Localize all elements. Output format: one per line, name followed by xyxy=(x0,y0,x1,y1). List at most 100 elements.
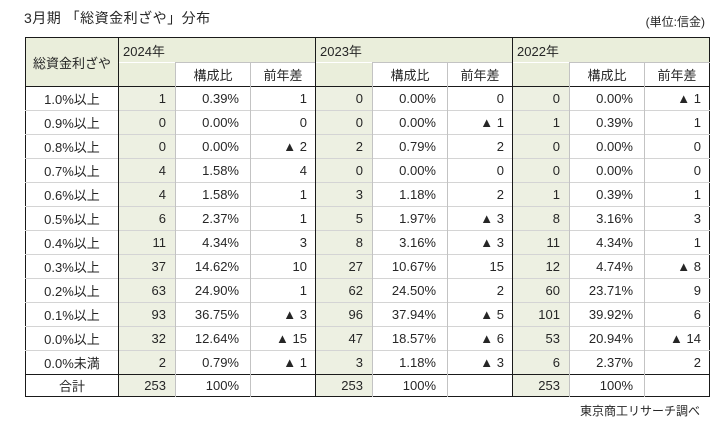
row-label: 0.1%以上 xyxy=(25,302,119,327)
ratio-value: 100% xyxy=(569,374,645,397)
ratio-value: 0.00% xyxy=(372,110,448,135)
yoy-diff-value: 15 xyxy=(447,254,513,279)
count-value: 0 xyxy=(118,134,176,159)
sub-header-ratio-2022: 構成比 xyxy=(569,62,645,87)
corner-header: 総資金利ざや xyxy=(25,37,119,87)
row-label: 0.3%以上 xyxy=(25,254,119,279)
yoy-diff-value: ▲ 1 xyxy=(447,110,513,135)
count-value: 11 xyxy=(118,230,176,255)
sub-header-count-2022 xyxy=(512,62,570,87)
count-value: 37 xyxy=(118,254,176,279)
ratio-value: 24.50% xyxy=(372,278,448,303)
ratio-value: 0.79% xyxy=(372,134,448,159)
yoy-diff-value: 1 xyxy=(250,86,316,111)
count-value: 6 xyxy=(118,206,176,231)
ratio-value: 100% xyxy=(372,374,448,397)
yoy-diff-value: ▲ 5 xyxy=(447,302,513,327)
table-row: 0.1%以上 93 36.75% ▲ 3 96 37.94% ▲ 5 101 39.92% 6 xyxy=(25,302,710,327)
ratio-value: 10.67% xyxy=(372,254,448,279)
ratio-value: 0.39% xyxy=(569,110,645,135)
yoy-diff-value: 10 xyxy=(250,254,316,279)
count-value: 1 xyxy=(512,110,570,135)
count-value: 11 xyxy=(512,230,570,255)
row-label: 0.6%以上 xyxy=(25,182,119,207)
yoy-diff-value xyxy=(644,374,710,397)
ratio-value: 39.92% xyxy=(569,302,645,327)
row-label: 0.5%以上 xyxy=(25,206,119,231)
yoy-diff-value: 1 xyxy=(250,182,316,207)
table-row: 0.8%以上 0 0.00% ▲ 2 2 0.79% 2 0 0.00% 0 xyxy=(25,134,710,159)
row-label: 0.0%未満 xyxy=(25,350,119,375)
table-header: 総資金利ざや 2024年 2023年 2022年 構成比 前年差 構成比 前年差… xyxy=(25,37,710,87)
ratio-value: 1.18% xyxy=(372,350,448,375)
count-value: 0 xyxy=(512,158,570,183)
ratio-value: 0.00% xyxy=(175,134,251,159)
count-value: 3 xyxy=(315,350,373,375)
table-row: 1.0%以上 1 0.39% 1 0 0.00% 0 0 0.00% ▲ 1 xyxy=(25,86,710,111)
total-row: 合計 253 100% 253 100% 253 100% xyxy=(25,374,710,397)
margin-distribution-table: 総資金利ざや 2024年 2023年 2022年 構成比 前年差 構成比 前年差… xyxy=(25,37,710,397)
ratio-value: 20.94% xyxy=(569,326,645,351)
yoy-diff-value: 9 xyxy=(644,278,710,303)
ratio-value: 0.00% xyxy=(175,110,251,135)
yoy-diff-value: 0 xyxy=(447,86,513,111)
count-value: 0 xyxy=(118,110,176,135)
yoy-diff-value: 1 xyxy=(250,278,316,303)
ratio-value: 4.34% xyxy=(569,230,645,255)
sub-header-yoy-2022: 前年差 xyxy=(644,62,710,87)
ratio-value: 1.58% xyxy=(175,158,251,183)
ratio-value: 0.00% xyxy=(569,86,645,111)
yoy-diff-value: ▲ 6 xyxy=(447,326,513,351)
count-value: 0 xyxy=(315,158,373,183)
sub-header-row: 構成比 前年差 構成比 前年差 構成比 前年差 xyxy=(26,62,710,87)
count-value: 12 xyxy=(512,254,570,279)
count-value: 8 xyxy=(512,206,570,231)
count-value: 96 xyxy=(315,302,373,327)
ratio-value: 0.39% xyxy=(569,182,645,207)
count-value: 2 xyxy=(315,134,373,159)
count-value: 4 xyxy=(118,158,176,183)
ratio-value: 1.58% xyxy=(175,182,251,207)
ratio-value: 3.16% xyxy=(569,206,645,231)
ratio-value: 4.34% xyxy=(175,230,251,255)
ratio-value: 12.64% xyxy=(175,326,251,351)
yoy-diff-value: 2 xyxy=(447,182,513,207)
count-value: 62 xyxy=(315,278,373,303)
sub-header-count-2023 xyxy=(315,62,373,87)
count-value: 101 xyxy=(512,302,570,327)
count-value: 4 xyxy=(118,182,176,207)
yoy-diff-value: 2 xyxy=(447,278,513,303)
yoy-diff-value: 0 xyxy=(644,158,710,183)
ratio-value: 0.00% xyxy=(372,158,448,183)
ratio-value: 37.94% xyxy=(372,302,448,327)
yoy-diff-value xyxy=(447,374,513,397)
ratio-value: 24.90% xyxy=(175,278,251,303)
yoy-diff-value: ▲ 8 xyxy=(644,254,710,279)
row-label: 1.0%以上 xyxy=(25,86,119,111)
count-value: 253 xyxy=(512,374,570,397)
ratio-value: 4.74% xyxy=(569,254,645,279)
yoy-diff-value: 1 xyxy=(644,230,710,255)
yoy-diff-value: 0 xyxy=(447,158,513,183)
count-value: 253 xyxy=(315,374,373,397)
yoy-diff-value: 2 xyxy=(644,350,710,375)
sub-header-yoy-2024: 前年差 xyxy=(250,62,316,87)
year-header-row: 総資金利ざや 2024年 2023年 2022年 xyxy=(25,37,710,87)
yoy-diff-value: ▲ 3 xyxy=(447,230,513,255)
row-label: 0.0%以上 xyxy=(25,326,119,351)
count-value: 253 xyxy=(118,374,176,397)
ratio-value: 0.39% xyxy=(175,86,251,111)
year-header-2024: 2024年 xyxy=(118,37,316,63)
table-row: 0.5%以上 6 2.37% 1 5 1.97% ▲ 3 8 3.16% 3 xyxy=(25,206,710,231)
row-label: 0.2%以上 xyxy=(25,278,119,303)
count-value: 93 xyxy=(118,302,176,327)
ratio-value: 1.18% xyxy=(372,182,448,207)
count-value: 6 xyxy=(512,350,570,375)
ratio-value: 3.16% xyxy=(372,230,448,255)
ratio-value: 14.62% xyxy=(175,254,251,279)
source-note: 東京商工リサーチ調べ xyxy=(579,404,700,418)
count-value: 5 xyxy=(315,206,373,231)
count-value: 0 xyxy=(512,86,570,111)
yoy-diff-value: ▲ 1 xyxy=(644,86,710,111)
count-value: 1 xyxy=(118,86,176,111)
